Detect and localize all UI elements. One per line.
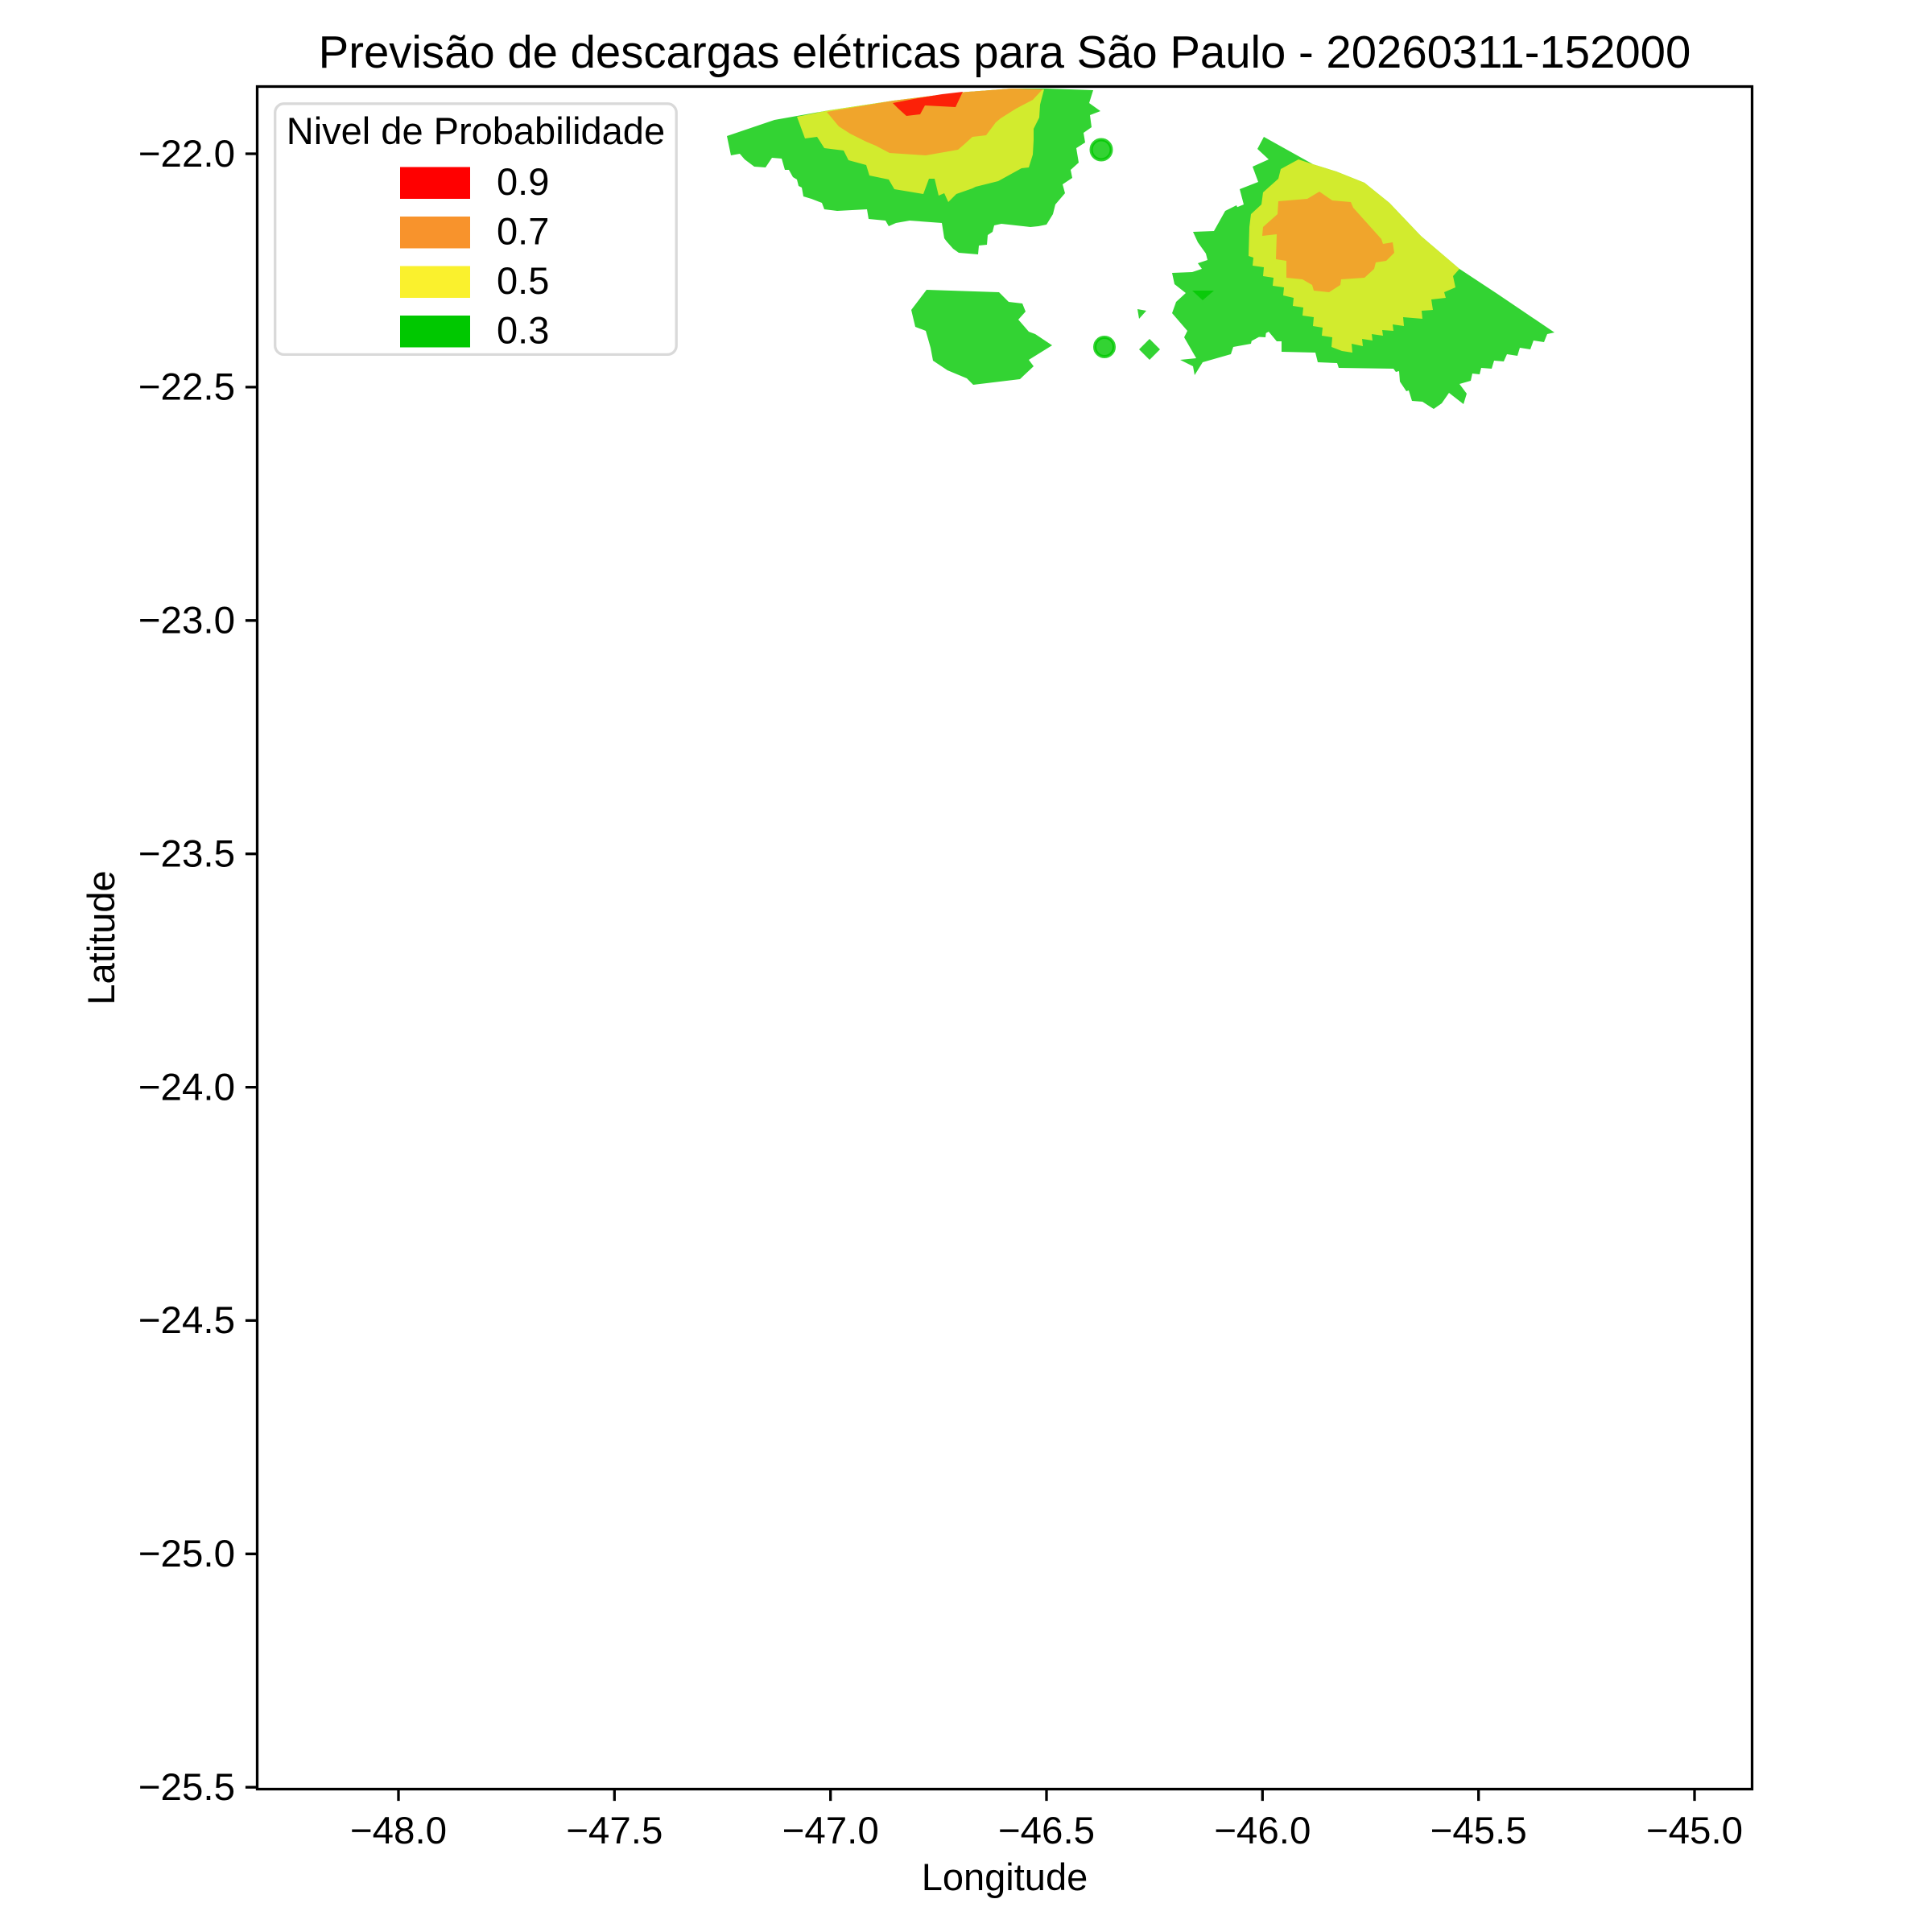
svg-text:Latitude: Latitude: [80, 870, 122, 1005]
svg-text:−25.0: −25.0: [138, 1533, 235, 1575]
svg-text:−22.5: −22.5: [138, 366, 235, 409]
svg-text:0.3: 0.3: [497, 309, 549, 352]
svg-text:−24.0: −24.0: [138, 1066, 235, 1108]
svg-text:−45.0: −45.0: [1646, 1810, 1743, 1852]
svg-text:−48.0: −48.0: [350, 1810, 447, 1852]
svg-text:−46.5: −46.5: [998, 1810, 1095, 1852]
svg-text:−46.0: −46.0: [1214, 1810, 1311, 1852]
svg-text:0.5: 0.5: [497, 259, 549, 302]
svg-text:−23.5: −23.5: [138, 833, 235, 876]
svg-text:−23.0: −23.0: [138, 600, 235, 642]
svg-text:Longitude: Longitude: [922, 1856, 1088, 1898]
svg-text:−45.5: −45.5: [1430, 1810, 1527, 1852]
svg-text:0.9: 0.9: [497, 160, 549, 203]
svg-text:−25.5: −25.5: [138, 1766, 235, 1809]
svg-text:−47.5: −47.5: [566, 1810, 663, 1852]
svg-text:−24.5: −24.5: [138, 1299, 235, 1342]
svg-text:−22.0: −22.0: [138, 133, 235, 175]
svg-text:0.7: 0.7: [497, 210, 549, 253]
svg-text:Previsão de descargas elétrica: Previsão de descargas elétricas para São…: [319, 27, 1691, 77]
svg-text:−47.0: −47.0: [782, 1810, 879, 1852]
svg-text:Nivel de Probabilidade: Nivel de Probabilidade: [287, 109, 665, 152]
